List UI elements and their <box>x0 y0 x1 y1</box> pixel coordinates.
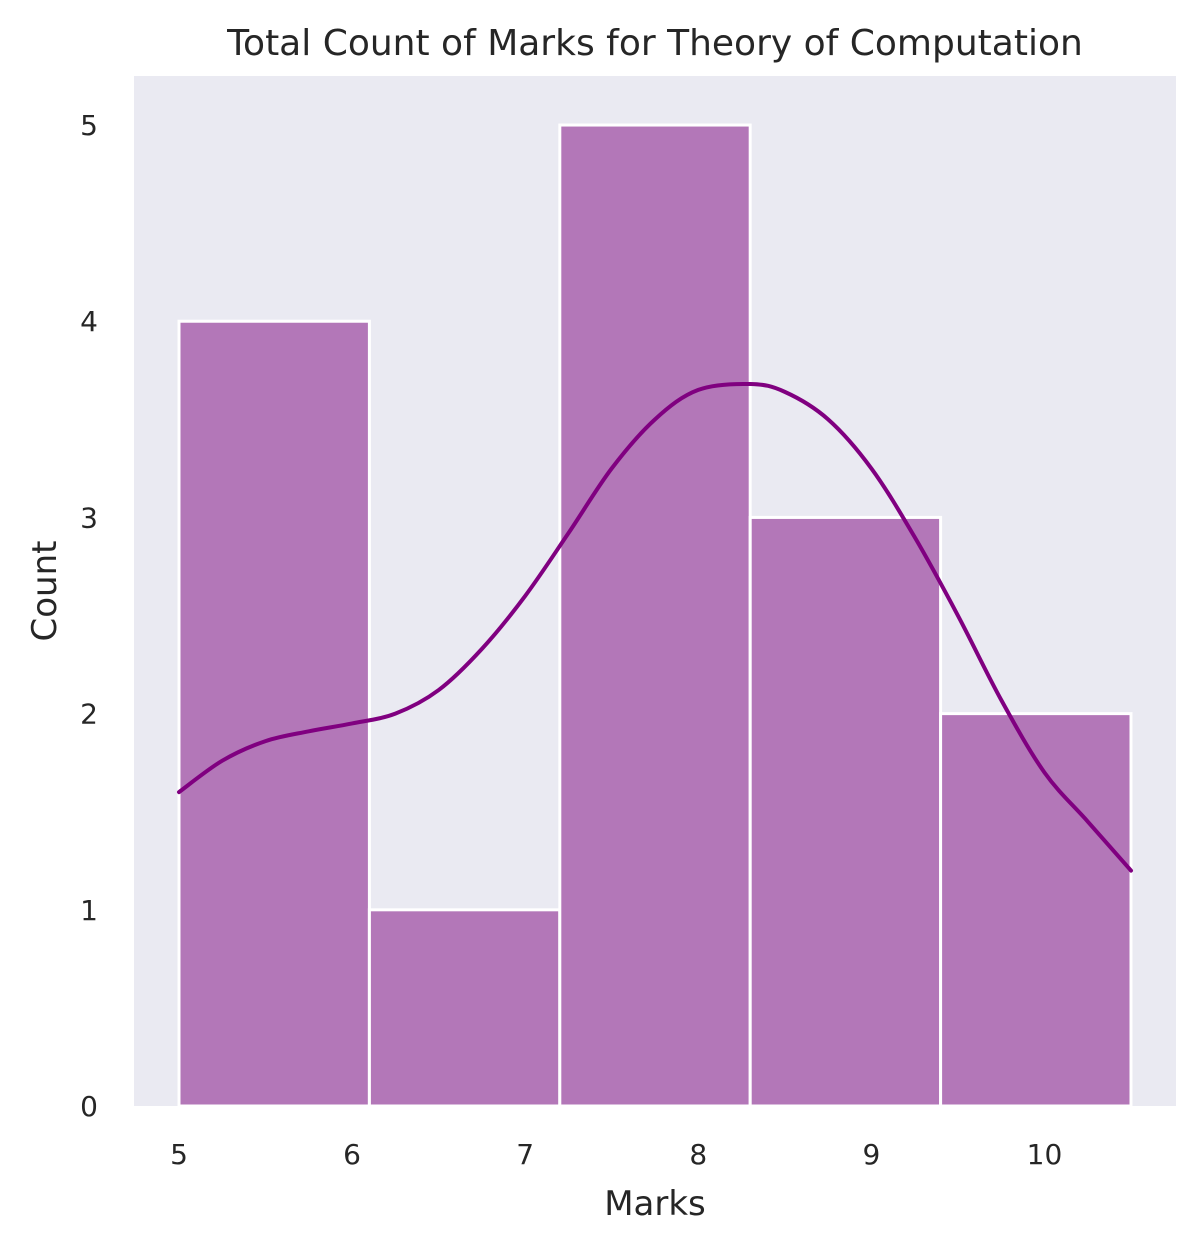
chart-title: Total Count of Marks for Theory of Compu… <box>226 23 1083 64</box>
bars-group <box>177 123 1133 1108</box>
y-tick-5: 5 <box>80 109 98 142</box>
y-tick-labels: 0 1 2 3 4 5 <box>80 109 98 1123</box>
y-tick-1: 1 <box>80 894 98 927</box>
histogram-bar-3 <box>558 123 752 1108</box>
x-tick-6: 6 <box>343 1138 361 1171</box>
histogram-bar-5 <box>939 712 1133 1108</box>
x-tick-10: 10 <box>1027 1138 1063 1171</box>
y-tick-4: 4 <box>80 305 98 338</box>
kde-curve <box>177 381 1133 873</box>
y-axis-label: Count <box>25 541 65 642</box>
x-tick-7: 7 <box>516 1138 534 1171</box>
histogram-bar-1 <box>177 319 371 1108</box>
histogram-bar-4 <box>748 515 943 1108</box>
x-tick-9: 9 <box>862 1138 880 1171</box>
x-tick-8: 8 <box>689 1138 707 1171</box>
y-tick-3: 3 <box>80 501 98 534</box>
x-axis-label: Marks <box>604 1184 706 1224</box>
x-tick-5: 5 <box>170 1138 188 1171</box>
x-tick-labels: 5 6 7 8 9 10 <box>170 1138 1062 1171</box>
y-tick-2: 2 <box>80 698 98 731</box>
y-tick-0: 0 <box>80 1090 98 1123</box>
histogram-bar-2 <box>367 908 562 1108</box>
